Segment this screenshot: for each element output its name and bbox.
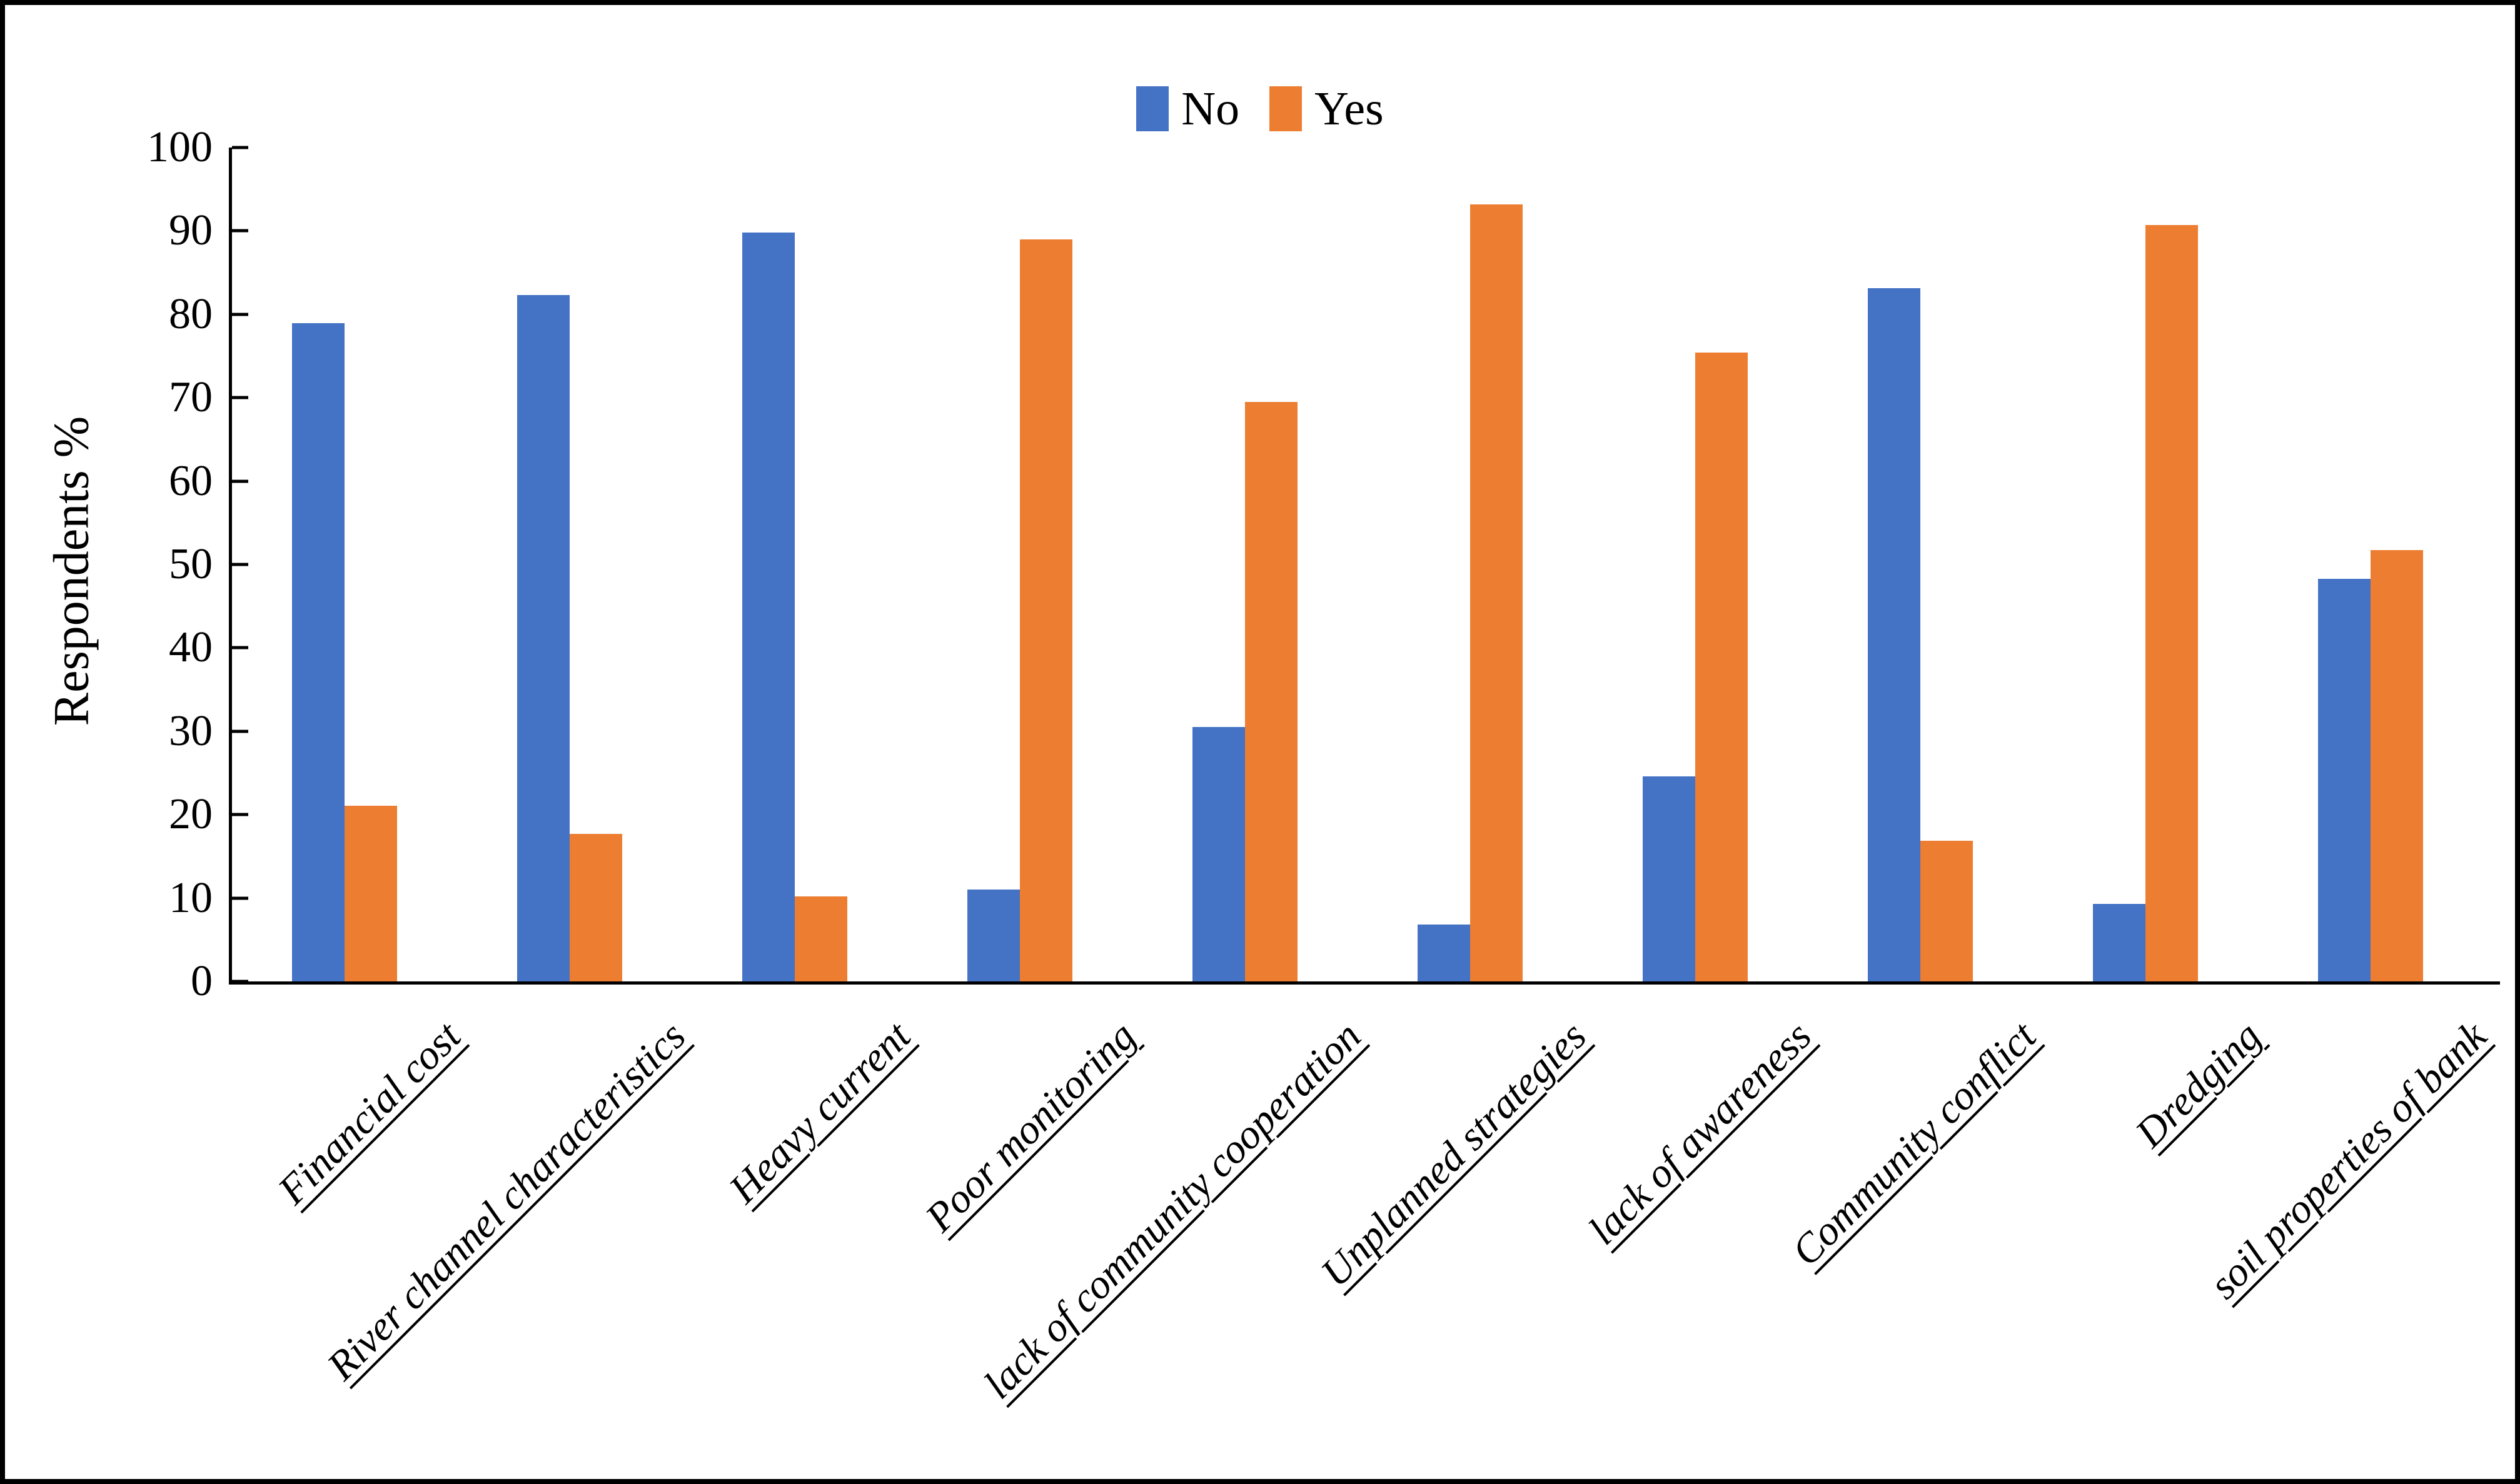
y-tick-mark [232, 396, 248, 399]
x-category-label: Heavy current [720, 1013, 920, 1212]
x-category-label: lack of awareness [1580, 1013, 1820, 1254]
y-tick-mark [232, 729, 248, 733]
bar-group [1808, 148, 2033, 981]
bar-yes [2145, 225, 2198, 981]
legend-swatch-no [1136, 86, 1169, 131]
bar-yes [1245, 401, 1298, 981]
bar-group [1132, 148, 1358, 981]
y-tick-label: 0 [191, 957, 213, 1005]
y-tick-label: 50 [169, 540, 213, 588]
x-category-label: River channel characteristics [318, 1013, 695, 1389]
bar-no [292, 323, 345, 981]
plot-area [229, 146, 2500, 985]
bar-yes [1470, 204, 1523, 981]
bar-group [2258, 148, 2483, 981]
bar-no [1418, 925, 1470, 981]
bar-no [742, 233, 795, 981]
bar-no [1643, 776, 1695, 981]
bar-group [232, 148, 457, 981]
legend-label-yes: Yes [1314, 83, 1384, 135]
y-tick-label: 90 [169, 206, 213, 255]
bar-group [1358, 148, 1583, 981]
bar-no [2093, 903, 2145, 981]
legend: No Yes [5, 85, 2515, 133]
y-tick-mark [232, 146, 248, 149]
x-category-label: Unplanned strategies [1312, 1013, 1595, 1296]
y-tick-label: 60 [169, 456, 213, 505]
legend-swatch-yes [1269, 86, 1303, 131]
bar-group [2033, 148, 2258, 981]
legend-item-no: No [1136, 85, 1239, 133]
y-tick-mark [232, 896, 248, 900]
bar-no [1192, 727, 1245, 981]
y-tick-label: 10 [169, 873, 213, 922]
bar-group [1583, 148, 1808, 981]
y-tick-label: 20 [169, 790, 213, 839]
bar-no [2318, 578, 2371, 981]
y-tick-mark [232, 646, 248, 649]
bar-group [682, 148, 907, 981]
y-tick-mark [232, 313, 248, 316]
bar-yes [570, 833, 622, 981]
bar-yes [1020, 239, 1072, 981]
y-tick-label: 30 [169, 706, 213, 755]
x-category-label: soil properties of bank [2200, 1013, 2496, 1308]
bar-group [907, 148, 1132, 981]
x-category-label: Community conflict [1783, 1013, 2045, 1275]
y-tick-label: 70 [169, 373, 213, 422]
y-tick-label: 100 [147, 123, 213, 171]
bar-no [1868, 288, 1920, 981]
bar-yes [345, 805, 397, 981]
y-tick-mark [232, 479, 248, 483]
y-tick-label: 40 [169, 623, 213, 672]
bar-no [967, 890, 1020, 981]
y-tick-mark [232, 563, 248, 566]
y-tick-mark [232, 229, 248, 233]
y-axis-tick-labels: 0 10 20 30 40 50 60 70 80 90 100 [5, 126, 213, 1003]
y-tick-label: 80 [169, 289, 213, 338]
x-category-label: Dredging [2127, 1013, 2271, 1156]
bar-yes [795, 896, 847, 981]
x-category-label: Poor monitoring [917, 1013, 1145, 1241]
y-tick-mark [232, 813, 248, 816]
y-tick-mark [232, 980, 248, 983]
bar-no [517, 295, 570, 981]
bar-group [457, 148, 682, 981]
x-category-label: Financial cost [269, 1013, 470, 1213]
bar-yes [1920, 840, 1973, 981]
bar-yes [1695, 353, 1748, 981]
x-category-label: lack of community cooperation [975, 1013, 1370, 1408]
legend-label-no: No [1181, 83, 1240, 135]
bar-yes [2371, 550, 2423, 981]
bars-layer [232, 148, 2483, 981]
legend-item-yes: Yes [1269, 85, 1384, 133]
